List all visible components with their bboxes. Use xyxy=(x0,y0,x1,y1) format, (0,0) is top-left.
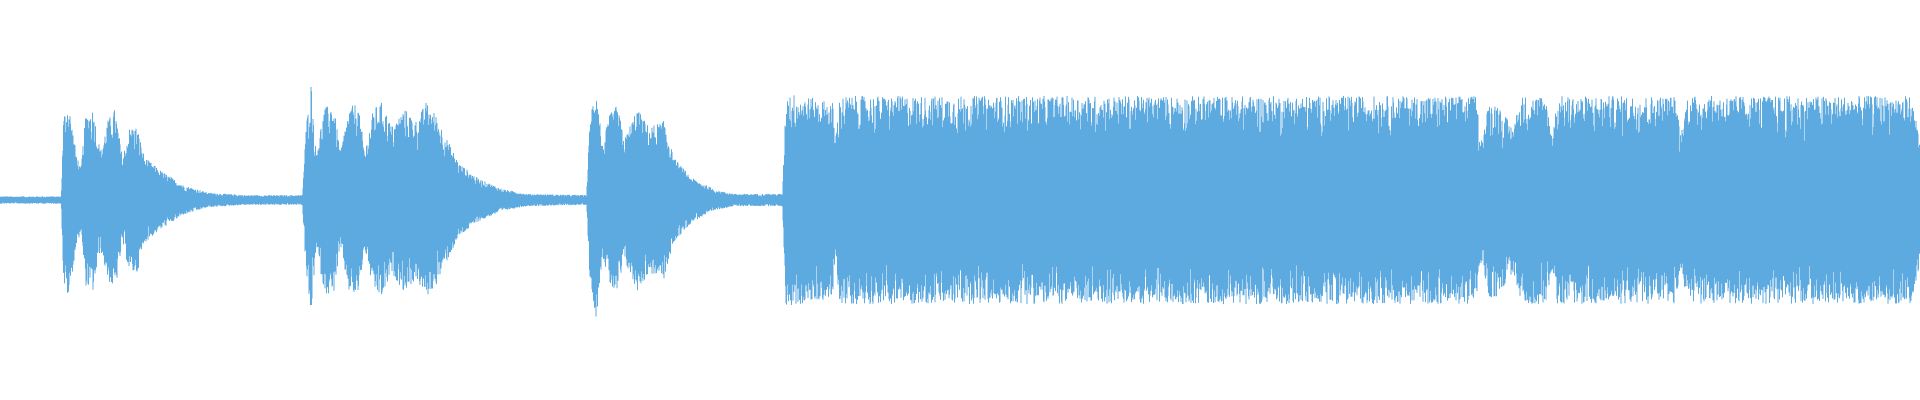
waveform-path xyxy=(0,87,1920,317)
